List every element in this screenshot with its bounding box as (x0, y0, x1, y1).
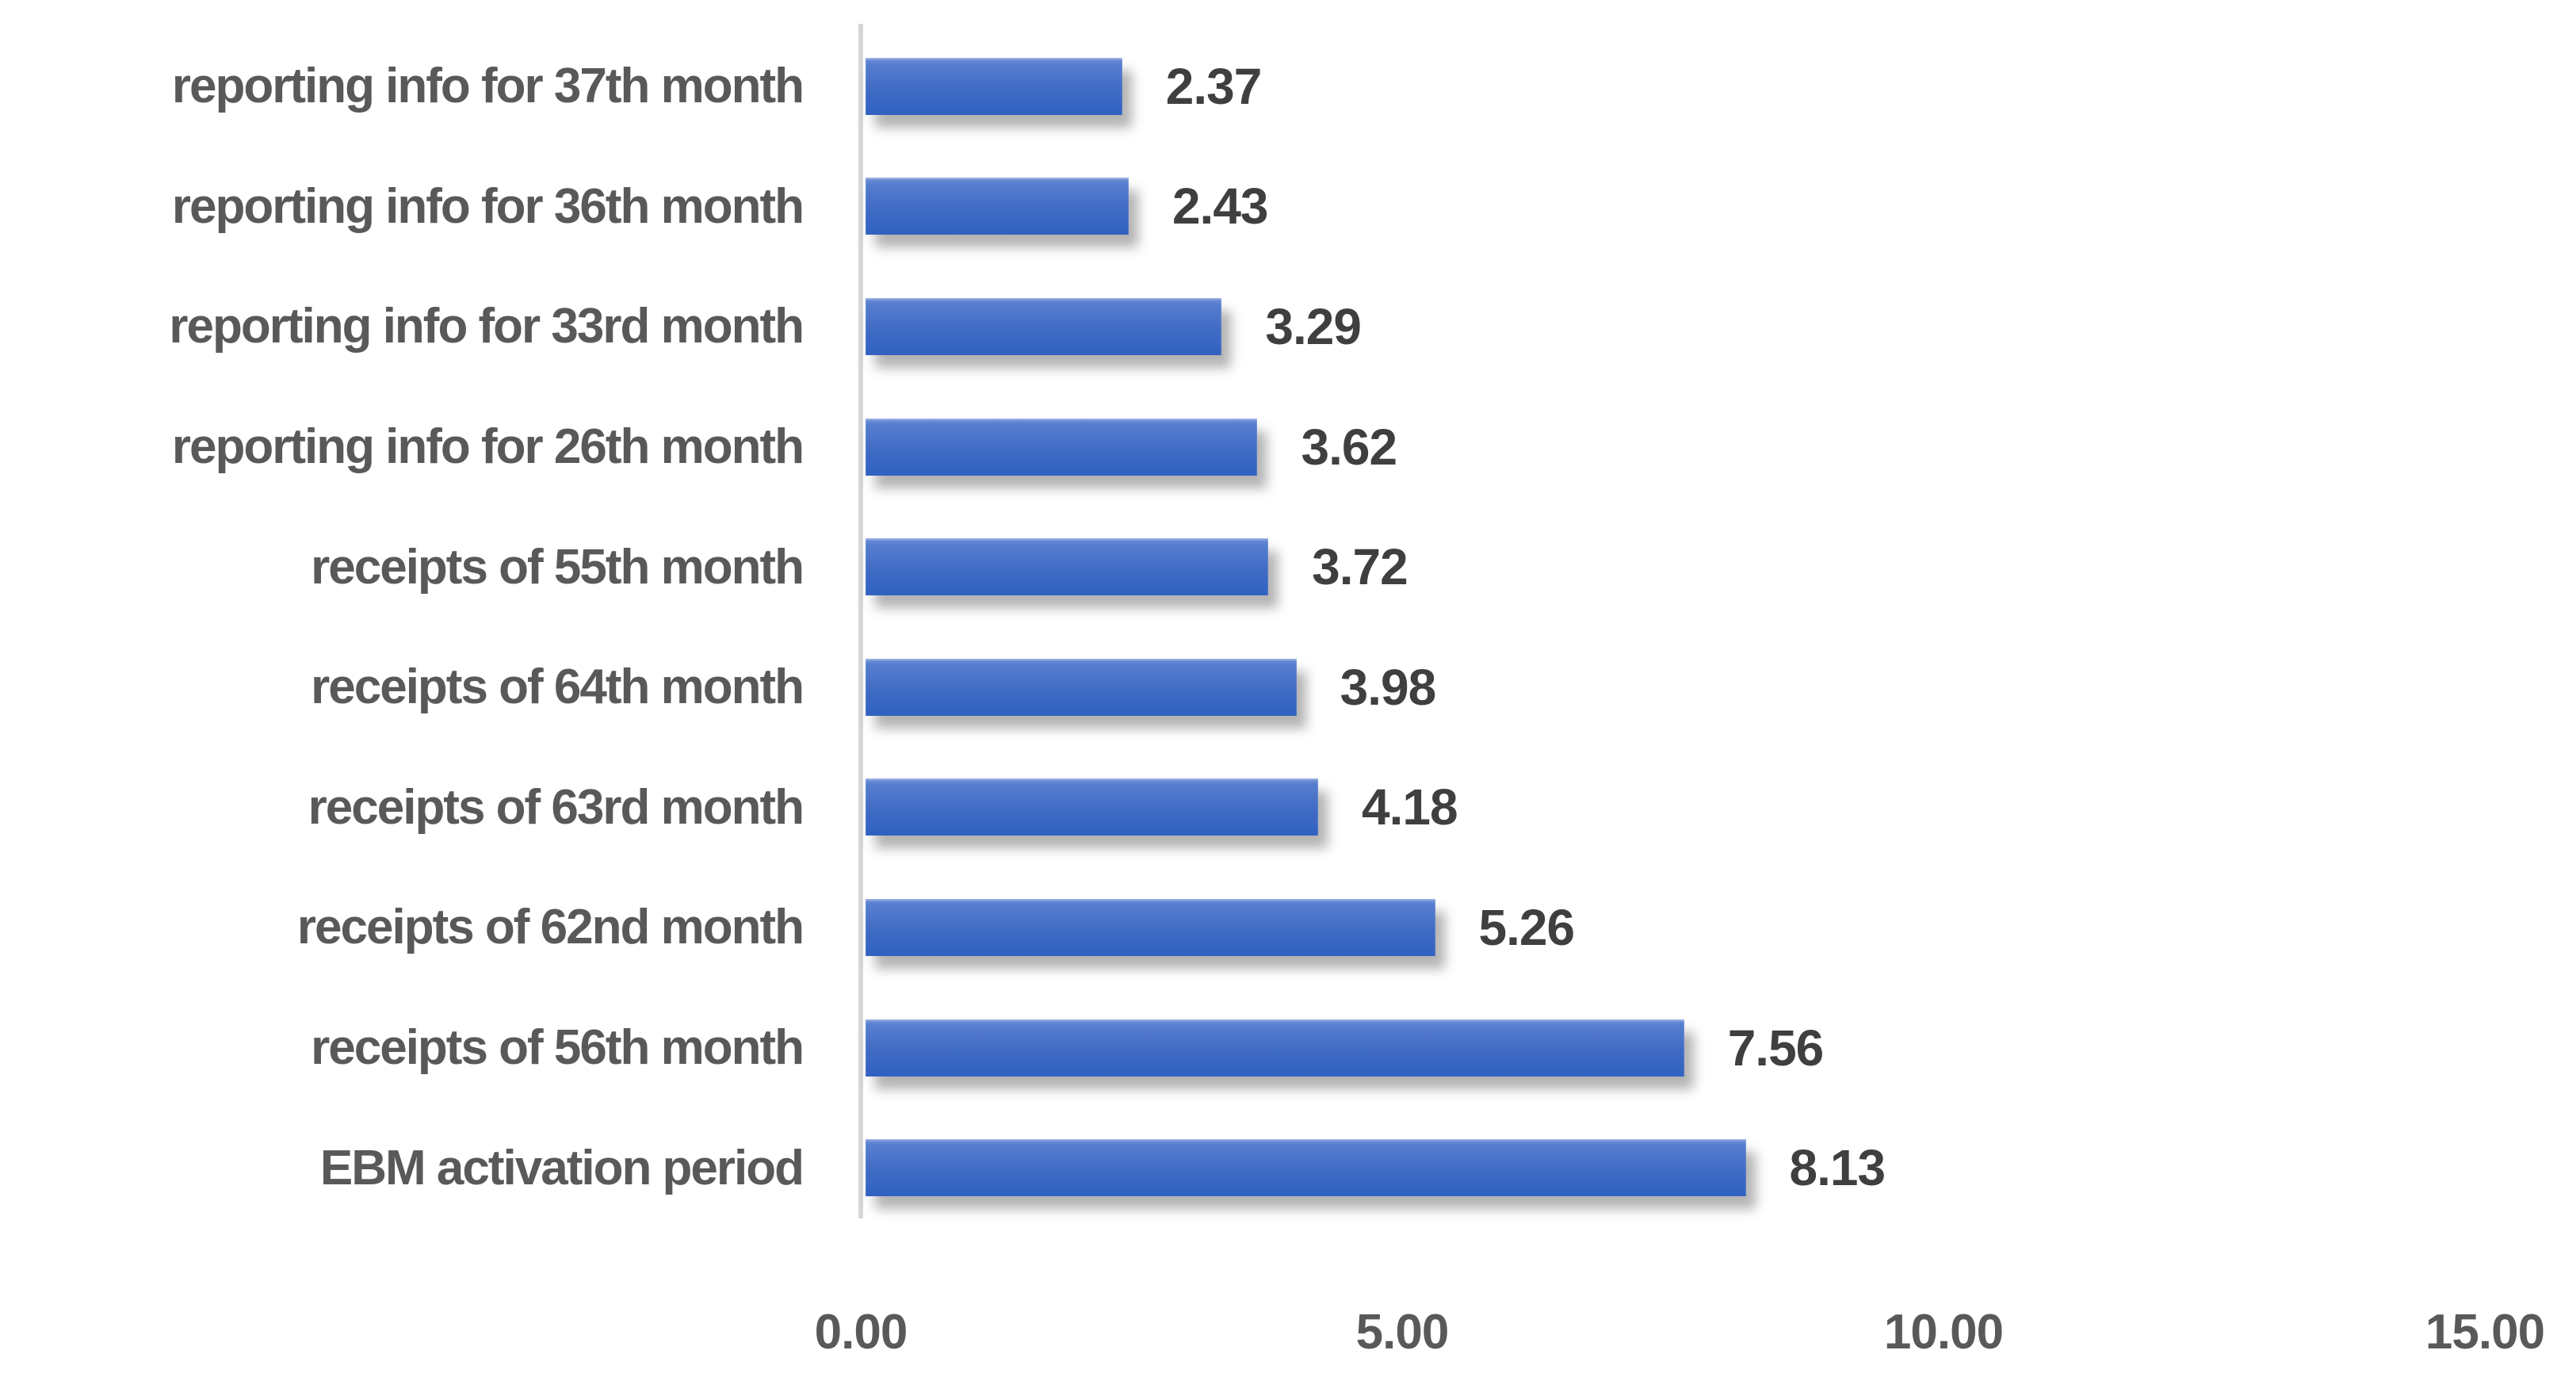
chart-row: reporting info for 26th month 3.62 (0, 387, 2576, 507)
value-label: 3.62 (1301, 418, 1397, 476)
bar (866, 178, 1129, 235)
value-label: 3.72 (1312, 538, 1408, 596)
bar-track: 7.56 (866, 1019, 2490, 1077)
value-label: 4.18 (1361, 778, 1458, 836)
bar-track: 3.98 (866, 658, 2490, 716)
value-label: 7.56 (1727, 1019, 1825, 1077)
x-axis: 0.00 5.00 10.00 15.00 (0, 1304, 2576, 1367)
bar (866, 538, 1269, 596)
chart-row: receipts of 62nd month 5.26 (0, 867, 2576, 988)
chart-row: receipts of 55th month 3.72 (0, 507, 2576, 627)
chart-row: receipts of 64th month 3.98 (0, 627, 2576, 748)
bar-track: 8.13 (866, 1139, 2490, 1197)
category-label: reporting info for 33rd month (169, 299, 805, 354)
bar-track: 3.29 (866, 297, 2490, 355)
category-label: receipts of 62nd month (296, 900, 805, 955)
bar-track: 3.72 (866, 538, 2490, 596)
chart-row: receipts of 56th month 7.56 (0, 988, 2576, 1108)
bar-track: 2.37 (866, 57, 2490, 115)
y-axis-line (858, 24, 863, 1218)
bar (866, 898, 1435, 956)
bar (866, 1019, 1684, 1077)
value-label: 2.37 (1165, 57, 1263, 115)
bar (866, 658, 1297, 716)
bar (866, 1139, 1746, 1197)
x-tick-label: 0.00 (814, 1305, 908, 1360)
bar (866, 418, 1258, 476)
chart-row: EBM activation period 8.13 (0, 1107, 2576, 1228)
chart-row: reporting info for 33rd month 3.29 (0, 266, 2576, 387)
category-label: receipts of 63rd month (308, 779, 805, 835)
value-label: 8.13 (1789, 1139, 1886, 1197)
bar (866, 297, 1222, 355)
category-label: reporting info for 26th month (171, 419, 805, 475)
category-label: receipts of 55th month (311, 539, 805, 595)
bar (866, 778, 1318, 836)
value-label: 2.43 (1171, 178, 1269, 235)
category-label: reporting info for 36th month (171, 178, 805, 234)
bar (866, 57, 1122, 115)
x-tick-label: 15.00 (2425, 1305, 2545, 1360)
x-tick-label: 5.00 (1355, 1305, 1450, 1360)
category-label: reporting info for 37th month (171, 59, 805, 114)
chart-rows: reporting info for 37th month 2.37 repor… (0, 26, 2576, 1228)
chart-row: receipts of 63rd month 4.18 (0, 748, 2576, 868)
chart-row: reporting info for 37th month 2.37 (0, 26, 2576, 147)
chart-row: reporting info for 36th month 2.43 (0, 147, 2576, 267)
bar-track: 5.26 (866, 898, 2490, 956)
category-label: receipts of 56th month (311, 1020, 805, 1075)
category-label: EBM activation period (319, 1140, 805, 1195)
bar-track: 3.62 (866, 418, 2490, 476)
category-label: receipts of 64th month (311, 660, 805, 715)
value-label: 5.26 (1478, 898, 1576, 956)
value-label: 3.98 (1340, 658, 1437, 716)
value-label: 3.29 (1265, 297, 1362, 355)
bar-track: 4.18 (866, 778, 2490, 836)
bar-track: 2.43 (866, 178, 2490, 235)
x-tick-label: 10.00 (1883, 1305, 2004, 1360)
